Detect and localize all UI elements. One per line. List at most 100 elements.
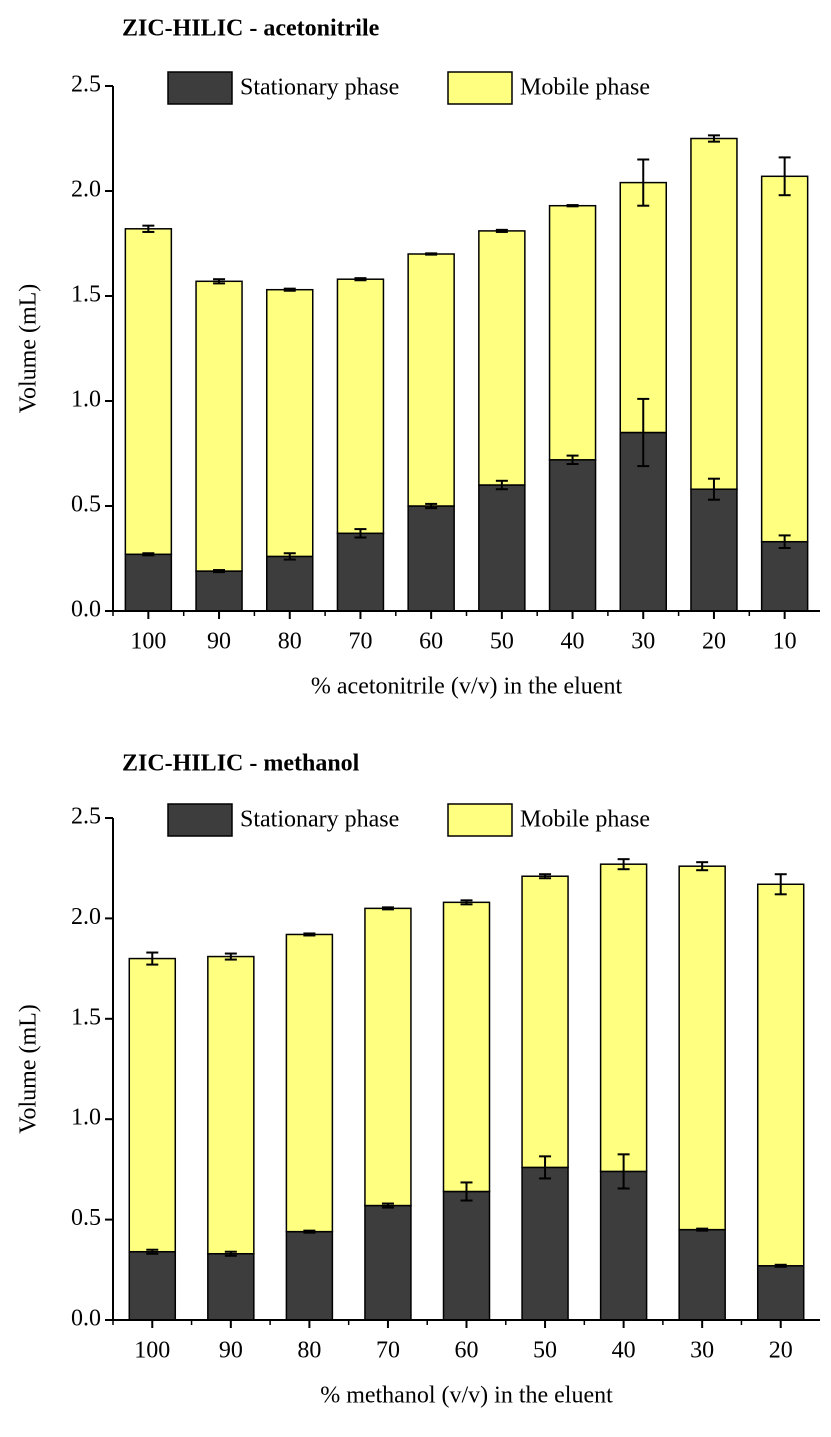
error-bar — [778, 156, 791, 197]
bar-segment — [599, 863, 648, 1173]
error-bar — [707, 477, 720, 501]
error-bar — [460, 1181, 473, 1202]
bar-segment — [442, 1190, 491, 1321]
bar-segment — [266, 555, 314, 612]
y-tick-label: 0.5 — [71, 1205, 101, 1231]
x-tick-label: 70 — [376, 1338, 400, 1364]
x-tick-label: 60 — [419, 629, 443, 655]
bar-segment — [690, 137, 738, 490]
error-bar — [539, 873, 552, 880]
x-tick-label: 90 — [207, 629, 231, 655]
error-bar — [381, 1202, 394, 1209]
error-bar — [617, 858, 630, 871]
bar-segment — [128, 957, 177, 1253]
bar-segment — [207, 1252, 255, 1321]
y-tick-label: 1.0 — [71, 1105, 101, 1131]
error-bar — [696, 1227, 709, 1232]
chart-title: ZIC-HILIC - methanol — [122, 751, 360, 777]
x-tick-label: 70 — [348, 629, 372, 655]
error-bar — [617, 1153, 630, 1190]
bar-segment — [760, 540, 809, 612]
legend-swatch — [447, 803, 513, 837]
error-bar — [539, 1155, 552, 1180]
error-bar — [142, 552, 155, 557]
error-bar — [224, 1250, 237, 1257]
bar-segment — [195, 280, 243, 572]
bar-segment — [364, 907, 412, 1207]
error-bar — [637, 158, 650, 207]
bar-segment — [285, 933, 334, 1233]
x-tick-label: 40 — [612, 1338, 636, 1364]
bar-segment — [364, 1204, 412, 1321]
legend-swatch — [167, 71, 233, 105]
error-bar — [566, 204, 579, 208]
bar-segment — [207, 955, 255, 1255]
x-tick-label: 40 — [561, 629, 585, 655]
error-bar — [778, 534, 791, 549]
x-tick-label: 90 — [219, 1338, 243, 1364]
bar-segment — [266, 288, 314, 558]
x-tick-label: 30 — [631, 629, 655, 655]
x-tick-label: 80 — [278, 629, 302, 655]
bar-segment — [478, 230, 526, 486]
error-bar — [213, 569, 226, 574]
x-tick-label: 80 — [297, 1338, 321, 1364]
y-tick-label: 1.5 — [71, 1004, 101, 1030]
x-tick-label: 100 — [130, 629, 166, 655]
bar-segment — [756, 1265, 805, 1321]
y-tick-label: 2.5 — [71, 72, 101, 98]
error-bar — [460, 899, 473, 906]
bar-segment — [760, 175, 809, 543]
x-tick-label: 60 — [455, 1338, 479, 1364]
bar-segment — [690, 488, 738, 612]
bar-segment — [285, 1230, 334, 1321]
y-axis-label: Volume (mL) — [16, 1004, 42, 1134]
y-axis-label: Volume (mL) — [16, 284, 42, 414]
x-axis-label: % methanol (v/v) in the eluent — [320, 1383, 613, 1409]
bar-segment — [128, 1250, 177, 1321]
error-bar — [495, 228, 508, 233]
bar-segment — [442, 901, 491, 1193]
error-bar — [224, 952, 237, 961]
y-tick-label: 0.0 — [71, 597, 101, 623]
error-bar — [303, 932, 316, 937]
error-bar — [303, 1229, 316, 1234]
bar-segment — [407, 253, 455, 507]
error-bar — [146, 1248, 159, 1255]
y-tick-label: 1.0 — [71, 387, 101, 413]
error-bar — [354, 528, 367, 539]
bar-segment — [124, 553, 173, 612]
error-bar — [566, 454, 579, 465]
y-tick-label: 2.0 — [71, 904, 101, 930]
x-tick-label: 20 — [702, 629, 726, 655]
bar-segment — [548, 459, 597, 612]
legend-label: Stationary phase — [240, 807, 399, 833]
error-bar — [381, 906, 394, 911]
bar-segment — [124, 228, 173, 556]
legend-label: Stationary phase — [240, 75, 399, 101]
error-bar — [696, 861, 709, 872]
error-bar — [425, 252, 438, 256]
legend-swatch — [167, 803, 233, 837]
error-bar — [354, 277, 367, 282]
error-bar — [283, 552, 296, 561]
error-bar — [283, 287, 296, 292]
error-bar — [707, 134, 720, 143]
error-bar — [425, 502, 438, 510]
y-tick-label: 1.5 — [71, 282, 101, 308]
error-bar — [213, 278, 226, 285]
x-tick-label: 10 — [773, 629, 797, 655]
x-tick-label: 50 — [490, 629, 514, 655]
bar-segment — [336, 532, 385, 612]
bar-segment — [336, 278, 385, 535]
bar-segment — [756, 883, 805, 1267]
x-tick-label: 20 — [769, 1338, 793, 1364]
legend-swatch — [447, 71, 513, 105]
bar-segment — [599, 1170, 648, 1321]
error-bar — [774, 1263, 787, 1268]
bar-segment — [678, 1228, 726, 1321]
bar-segment — [521, 1166, 569, 1321]
bar-segment — [521, 875, 569, 1169]
